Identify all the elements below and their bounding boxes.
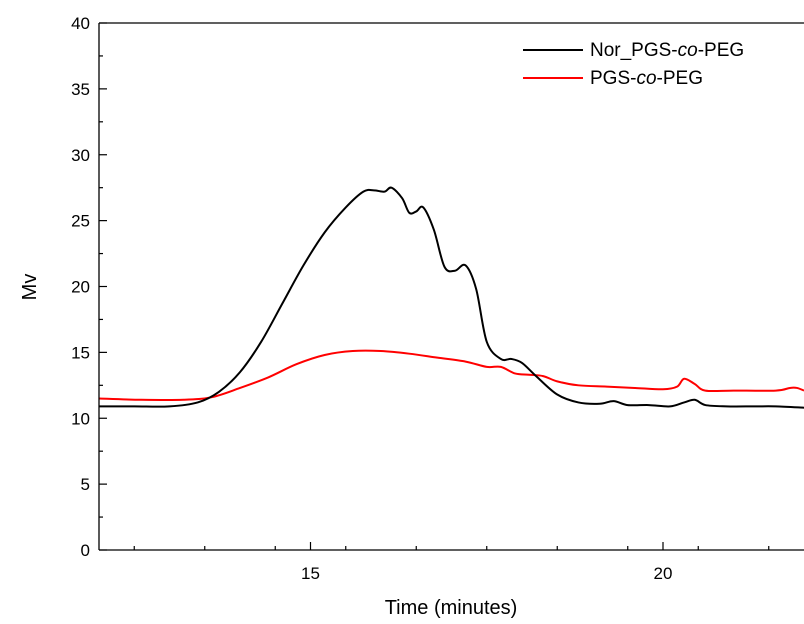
x-tick-label: 20 (654, 564, 673, 583)
series-line-nor-pgs-co-peg (99, 186, 804, 409)
y-tick-label: 25 (71, 212, 90, 231)
y-tick-label: 20 (71, 278, 90, 297)
tick-layer: 0 5 10 15 20 25 30 35 40 15 20 (71, 14, 770, 583)
x-tick-label: 15 (301, 564, 320, 583)
y-axis-title: Mv (19, 274, 41, 301)
y-tick-label: 5 (81, 475, 90, 494)
axis-layer (98, 22, 804, 551)
y-tick-label: 35 (71, 80, 90, 99)
series-layer (99, 186, 804, 409)
y-tick-label: 0 (81, 541, 90, 560)
legend-label-pgs-co-peg: PGS-co-PEG (590, 68, 703, 89)
y-tick-label: 40 (71, 14, 90, 33)
y-tick-label: 15 (71, 343, 90, 362)
legend-label-nor-pgs-co-peg: Nor_PGS-co-PEG (590, 40, 744, 61)
x-axis-title: Time (minutes) (385, 597, 518, 619)
y-tick-label: 30 (71, 146, 90, 165)
legend: Nor_PGS-co-PEG PGS-co-PEG (523, 40, 744, 89)
y-tick-label: 10 (71, 409, 90, 428)
series-line-pgs-co-peg (99, 349, 804, 402)
